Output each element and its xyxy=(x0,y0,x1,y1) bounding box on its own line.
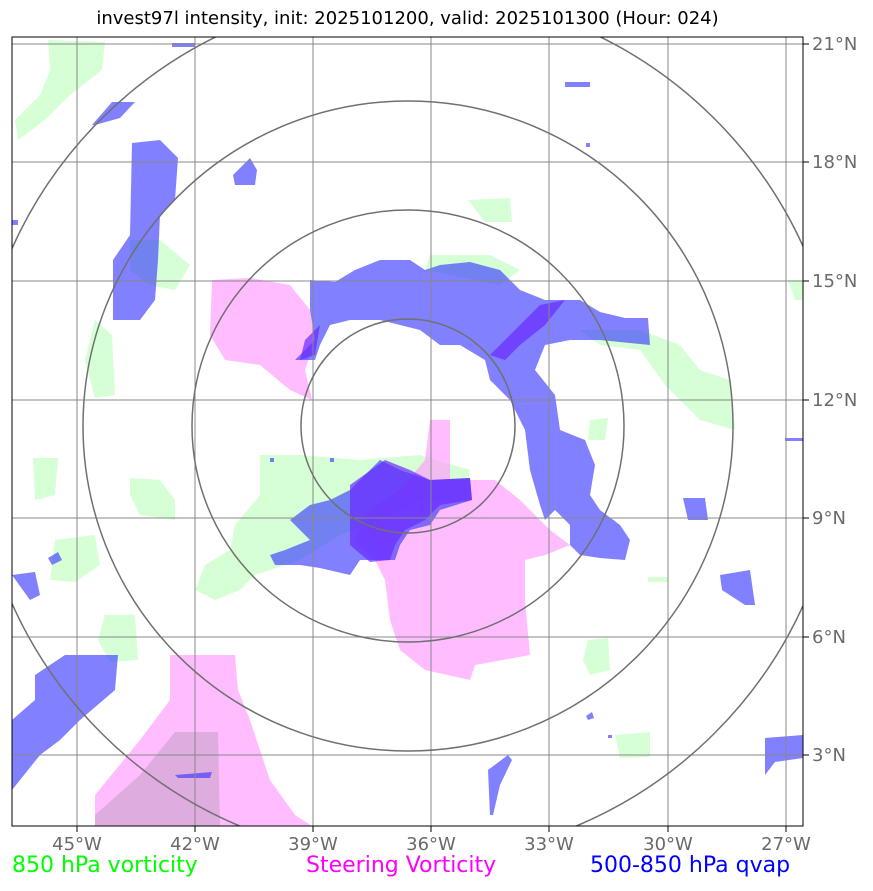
lat-label: 15°N xyxy=(812,271,857,292)
lon-label: 27°W xyxy=(761,834,811,855)
lat-label: 12°N xyxy=(812,390,857,411)
range-ring-3 xyxy=(82,100,734,752)
map-title: invest97l intensity, init: 2025101200, v… xyxy=(96,8,719,29)
lon-label: 42°W xyxy=(170,834,220,855)
lon-label: 45°W xyxy=(52,834,102,855)
range-ring-2 xyxy=(191,209,625,643)
legend-steering-vorticity: Steering Vorticity xyxy=(306,853,497,878)
lon-label: 36°W xyxy=(406,834,456,855)
lon-label: 39°W xyxy=(288,834,338,855)
lat-label: 3°N xyxy=(812,745,846,766)
lon-label: 33°W xyxy=(524,834,574,855)
legend-vorticity-850: 850 hPa vorticity xyxy=(12,853,198,878)
latitude-labels: 21°N 18°N 15°N 12°N 9°N 6°N 3°N xyxy=(812,34,857,766)
map-frame xyxy=(11,36,804,827)
qvap-steering-overlap-layer xyxy=(300,300,565,562)
range-ring-1 xyxy=(300,318,516,534)
gridlines xyxy=(12,37,803,826)
lat-label: 18°N xyxy=(812,152,857,173)
range-rings xyxy=(12,37,803,826)
qvap-layer xyxy=(12,43,803,815)
range-ring-4 xyxy=(12,37,803,826)
legend-qvap: 500-850 hPa qvap xyxy=(590,853,791,878)
longitude-labels: 45°W 42°W 39°W 36°W 33°W 30°W 27°W xyxy=(52,834,811,855)
lon-label: 30°W xyxy=(643,834,693,855)
lat-label: 9°N xyxy=(812,508,846,529)
tick-marks xyxy=(76,43,809,832)
lat-label: 21°N xyxy=(812,34,857,55)
lat-label: 6°N xyxy=(812,627,846,648)
